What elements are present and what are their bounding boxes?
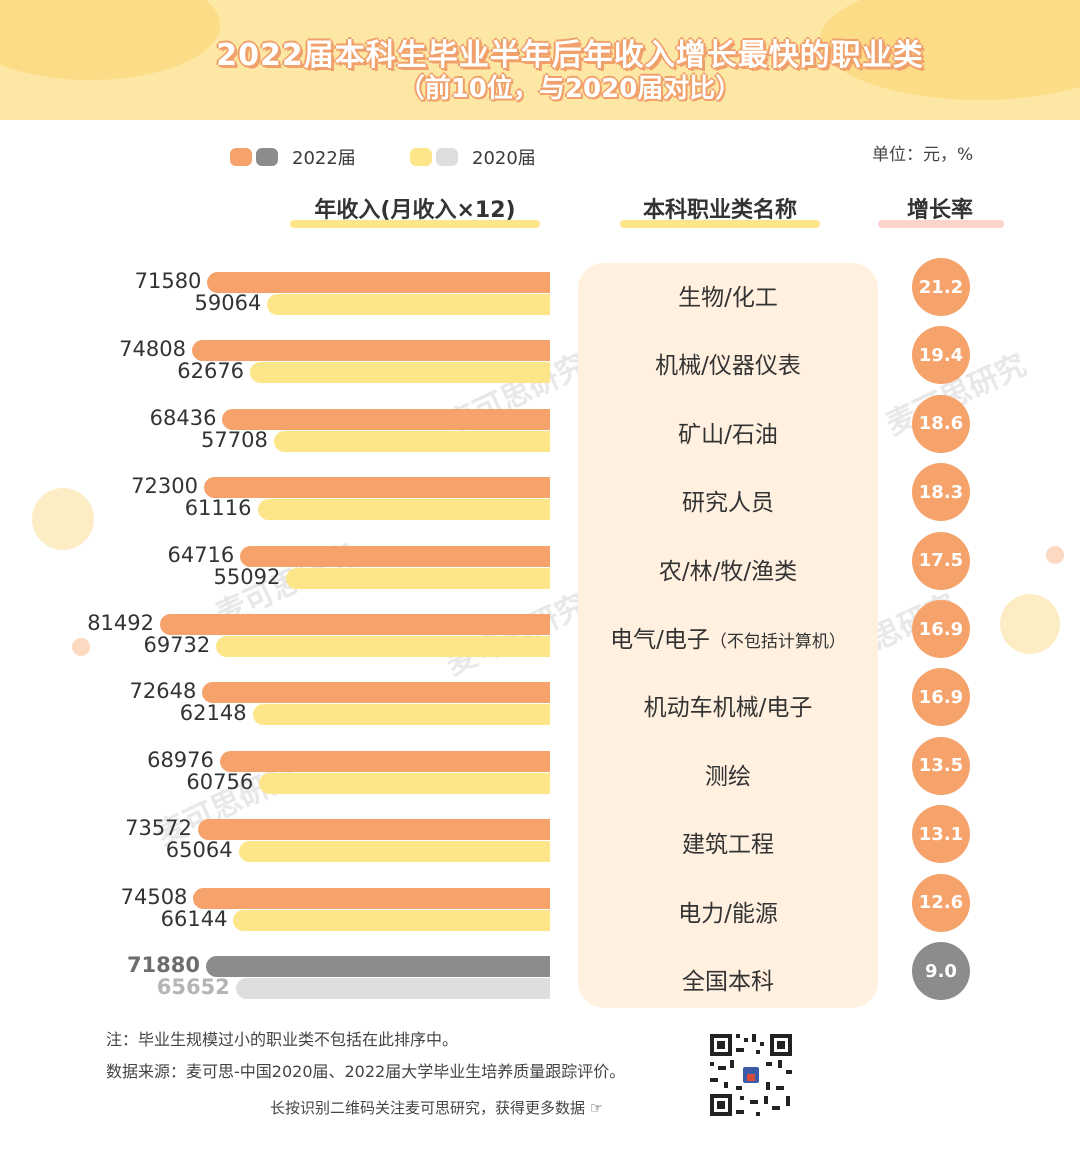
bar-2020-4 (286, 567, 550, 589)
data-source: 数据来源：麦可思-中国2020届、2022届大学毕业生培养质量跟踪评价。 (106, 1062, 626, 1081)
category-name: 矿山/石油 (678, 421, 778, 448)
bar-2022-9 (193, 887, 550, 909)
rate-column-header: 增长率 (906, 198, 973, 223)
bar-2020-10 (235, 978, 550, 999)
legend-2020: 2020届 (410, 146, 536, 169)
bar-2022-5 (160, 614, 550, 635)
value-label-2022: 73572 (125, 816, 192, 841)
bar-2022-2 (222, 408, 550, 430)
growth-rate-badge: 9.0 (912, 942, 970, 1000)
value-label-2022: 81492 (87, 611, 154, 635)
value-label-2020: 59064 (194, 291, 262, 315)
header-underline (290, 220, 540, 228)
value-label-2022: 71880 (126, 953, 200, 977)
coin-icon (32, 488, 94, 550)
category-name: 电气/电子（不包括计算机） (610, 627, 846, 653)
bar-2022-7 (219, 750, 550, 772)
category-name: 机动车机械/电子 (643, 695, 813, 722)
legend-label: 2020届 (472, 148, 536, 169)
unit-label: 单位：元，% (872, 145, 974, 165)
category-name: 机械/仪器仪表 (655, 353, 801, 380)
legend-swatch-orange (230, 148, 252, 166)
header-underline (620, 220, 820, 228)
bar-2022-0 (207, 272, 550, 293)
value-label-2022: 74808 (119, 337, 186, 362)
footnote: 注：毕业生规模过小的职业类不包括在此排序中。 (106, 1030, 459, 1049)
bar-2020-8 (238, 841, 550, 863)
dot-decoration (72, 638, 90, 656)
category-name-panel (578, 263, 878, 1008)
category-name: 生物/化工 (678, 285, 778, 311)
dot-decoration (1046, 546, 1064, 564)
bar-2022-10 (206, 956, 550, 977)
value-label-2020: 69732 (143, 633, 211, 657)
growth-rate-badge: 16.9 (912, 600, 970, 658)
bar-2022-6 (202, 682, 550, 704)
value-label-2020: 62676 (177, 359, 245, 384)
legend-swatch-dark-gray (256, 148, 278, 166)
category-name: 研究人员 (682, 490, 774, 517)
growth-rate-badge: 18.3 (912, 463, 970, 522)
growth-rate-badge: 13.1 (912, 805, 970, 864)
growth-rate-badge: 17.5 (912, 531, 970, 590)
value-label-2020: 57708 (201, 427, 268, 452)
legend-2022: 2022届 (230, 146, 356, 169)
value-label-2022: 64716 (167, 542, 235, 567)
growth-rate-badge: 18.6 (912, 394, 970, 453)
header-underline (878, 220, 1004, 228)
value-label-2022: 68436 (149, 405, 217, 430)
bar-2020-5 (216, 636, 550, 657)
qr-code[interactable] (706, 1030, 796, 1120)
category-name: 电力/能源 (678, 900, 778, 927)
category-name: 测绘 (705, 763, 751, 790)
growth-rate-badge: 21.2 (912, 258, 970, 316)
bar-2022-4 (240, 545, 550, 567)
growth-rate-badge: 19.4 (912, 326, 970, 385)
value-label-2020: 65652 (156, 975, 230, 999)
bar-2020-7 (259, 772, 550, 794)
bar-2020-1 (250, 362, 550, 384)
bar-2020-0 (267, 294, 550, 315)
category-name: 建筑工程 (682, 832, 774, 859)
growth-rate-badge: 12.6 (912, 873, 970, 932)
qr-hint: 长按识别二维码关注麦可思研究，获得更多数据 ☞ (270, 1099, 604, 1117)
legend-label: 2022届 (292, 148, 356, 169)
bar-2022-3 (203, 477, 550, 499)
legend-swatch-yellow (410, 148, 432, 166)
income-column-header: 年收入(月收入×12) (314, 198, 516, 223)
growth-rate-badge: 13.5 (912, 736, 970, 795)
value-label-2020: 55092 (213, 564, 281, 589)
page-subtitle: （前10位，与2020届对比） (398, 74, 742, 104)
bar-2020-2 (273, 430, 550, 452)
category-name-note: （不包括计算机） (709, 632, 846, 652)
coin-icon (1000, 594, 1060, 654)
category-name: 农/林/牧/渔类 (658, 558, 798, 585)
value-label-2020: 61116 (184, 496, 252, 521)
bar-2022-8 (197, 819, 550, 841)
value-label-2022: 72300 (131, 474, 198, 499)
bar-2022-1 (191, 340, 550, 362)
value-label-2020: 65064 (165, 838, 233, 863)
value-label-2022: 72648 (129, 679, 197, 704)
bar-2020-9 (233, 909, 550, 931)
value-label-2022: 74508 (120, 884, 188, 909)
bar-2020-3 (257, 499, 550, 521)
value-label-2020: 60756 (186, 769, 254, 794)
value-label-2022: 68976 (147, 747, 214, 772)
value-label-2020: 66144 (160, 906, 228, 931)
legend-swatch-light-gray (436, 148, 458, 166)
header-banner: 2022届本科生毕业半年后年收入增长最快的职业类 （前10位，与2020届对比） (0, 0, 1080, 120)
value-label-2022: 71580 (134, 269, 202, 293)
bar-2020-6 (252, 704, 550, 726)
category-name: 全国本科 (682, 969, 774, 995)
name-column-header: 本科职业类名称 (642, 198, 797, 223)
growth-rate-badge: 16.9 (912, 668, 970, 727)
page-title: 2022届本科生毕业半年后年收入增长最快的职业类 (216, 38, 924, 73)
value-label-2020: 62148 (179, 701, 247, 726)
